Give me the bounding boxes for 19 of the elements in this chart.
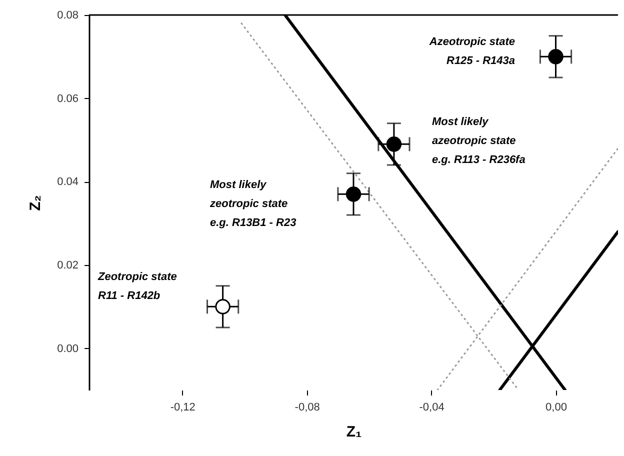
annotation: Azeotropic state R125 - R143a	[428, 36, 515, 67]
x-tick-label: 0,00	[546, 402, 567, 414]
x-tick-label: -0,12	[170, 402, 196, 414]
annotation: Most likely zeotropic state e.g. R13B1 - R23	[209, 179, 296, 229]
y-tick-label: 0.02	[57, 260, 78, 272]
point	[548, 49, 564, 64]
x-axis-title: Z₁	[346, 424, 362, 440]
y-axis-title: Z₂	[27, 195, 44, 211]
annotation: Most likely azeotropic state e.g. R113 - R236fa	[432, 116, 526, 166]
point	[386, 136, 402, 152]
y-tick-label: 0.00	[57, 342, 78, 355]
annotation: Zeotropic state R11 - R142b	[97, 271, 177, 302]
point	[346, 186, 362, 202]
y-tick-label: 0.06	[57, 92, 78, 105]
y-tick-label: 0.04	[57, 176, 78, 188]
point	[215, 299, 230, 314]
x-tick-label: -0,08	[294, 402, 320, 414]
x-tick-label: -0,04	[419, 402, 444, 414]
y-tick-label: 0.08	[57, 10, 78, 22]
